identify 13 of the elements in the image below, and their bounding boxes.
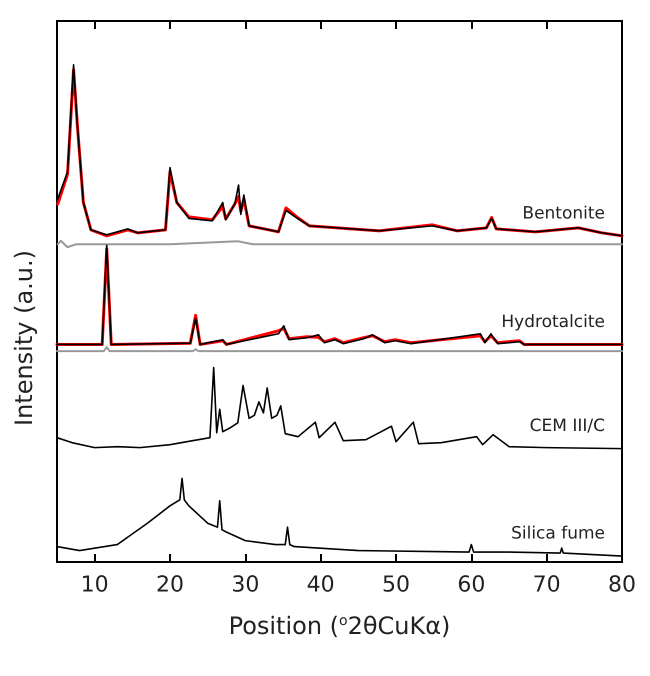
series-label: Silica fume xyxy=(511,524,605,544)
x-tick-label: 50 xyxy=(382,572,410,598)
x-tick-label: 80 xyxy=(608,572,636,598)
x-tick-label: 40 xyxy=(306,572,335,598)
series-label: CEM III/C xyxy=(530,416,605,436)
x-tick-label: 20 xyxy=(156,572,184,598)
series-label: Hydrotalcite xyxy=(501,312,605,332)
y-axis-title: Intensity (a.u.) xyxy=(10,250,38,426)
x-tick-label: 30 xyxy=(231,572,260,598)
x-tick-label: 70 xyxy=(532,572,561,598)
x-tick-label: 10 xyxy=(80,572,109,598)
x-tick-label: 60 xyxy=(457,572,486,598)
series-label: Bentonite xyxy=(522,203,605,224)
